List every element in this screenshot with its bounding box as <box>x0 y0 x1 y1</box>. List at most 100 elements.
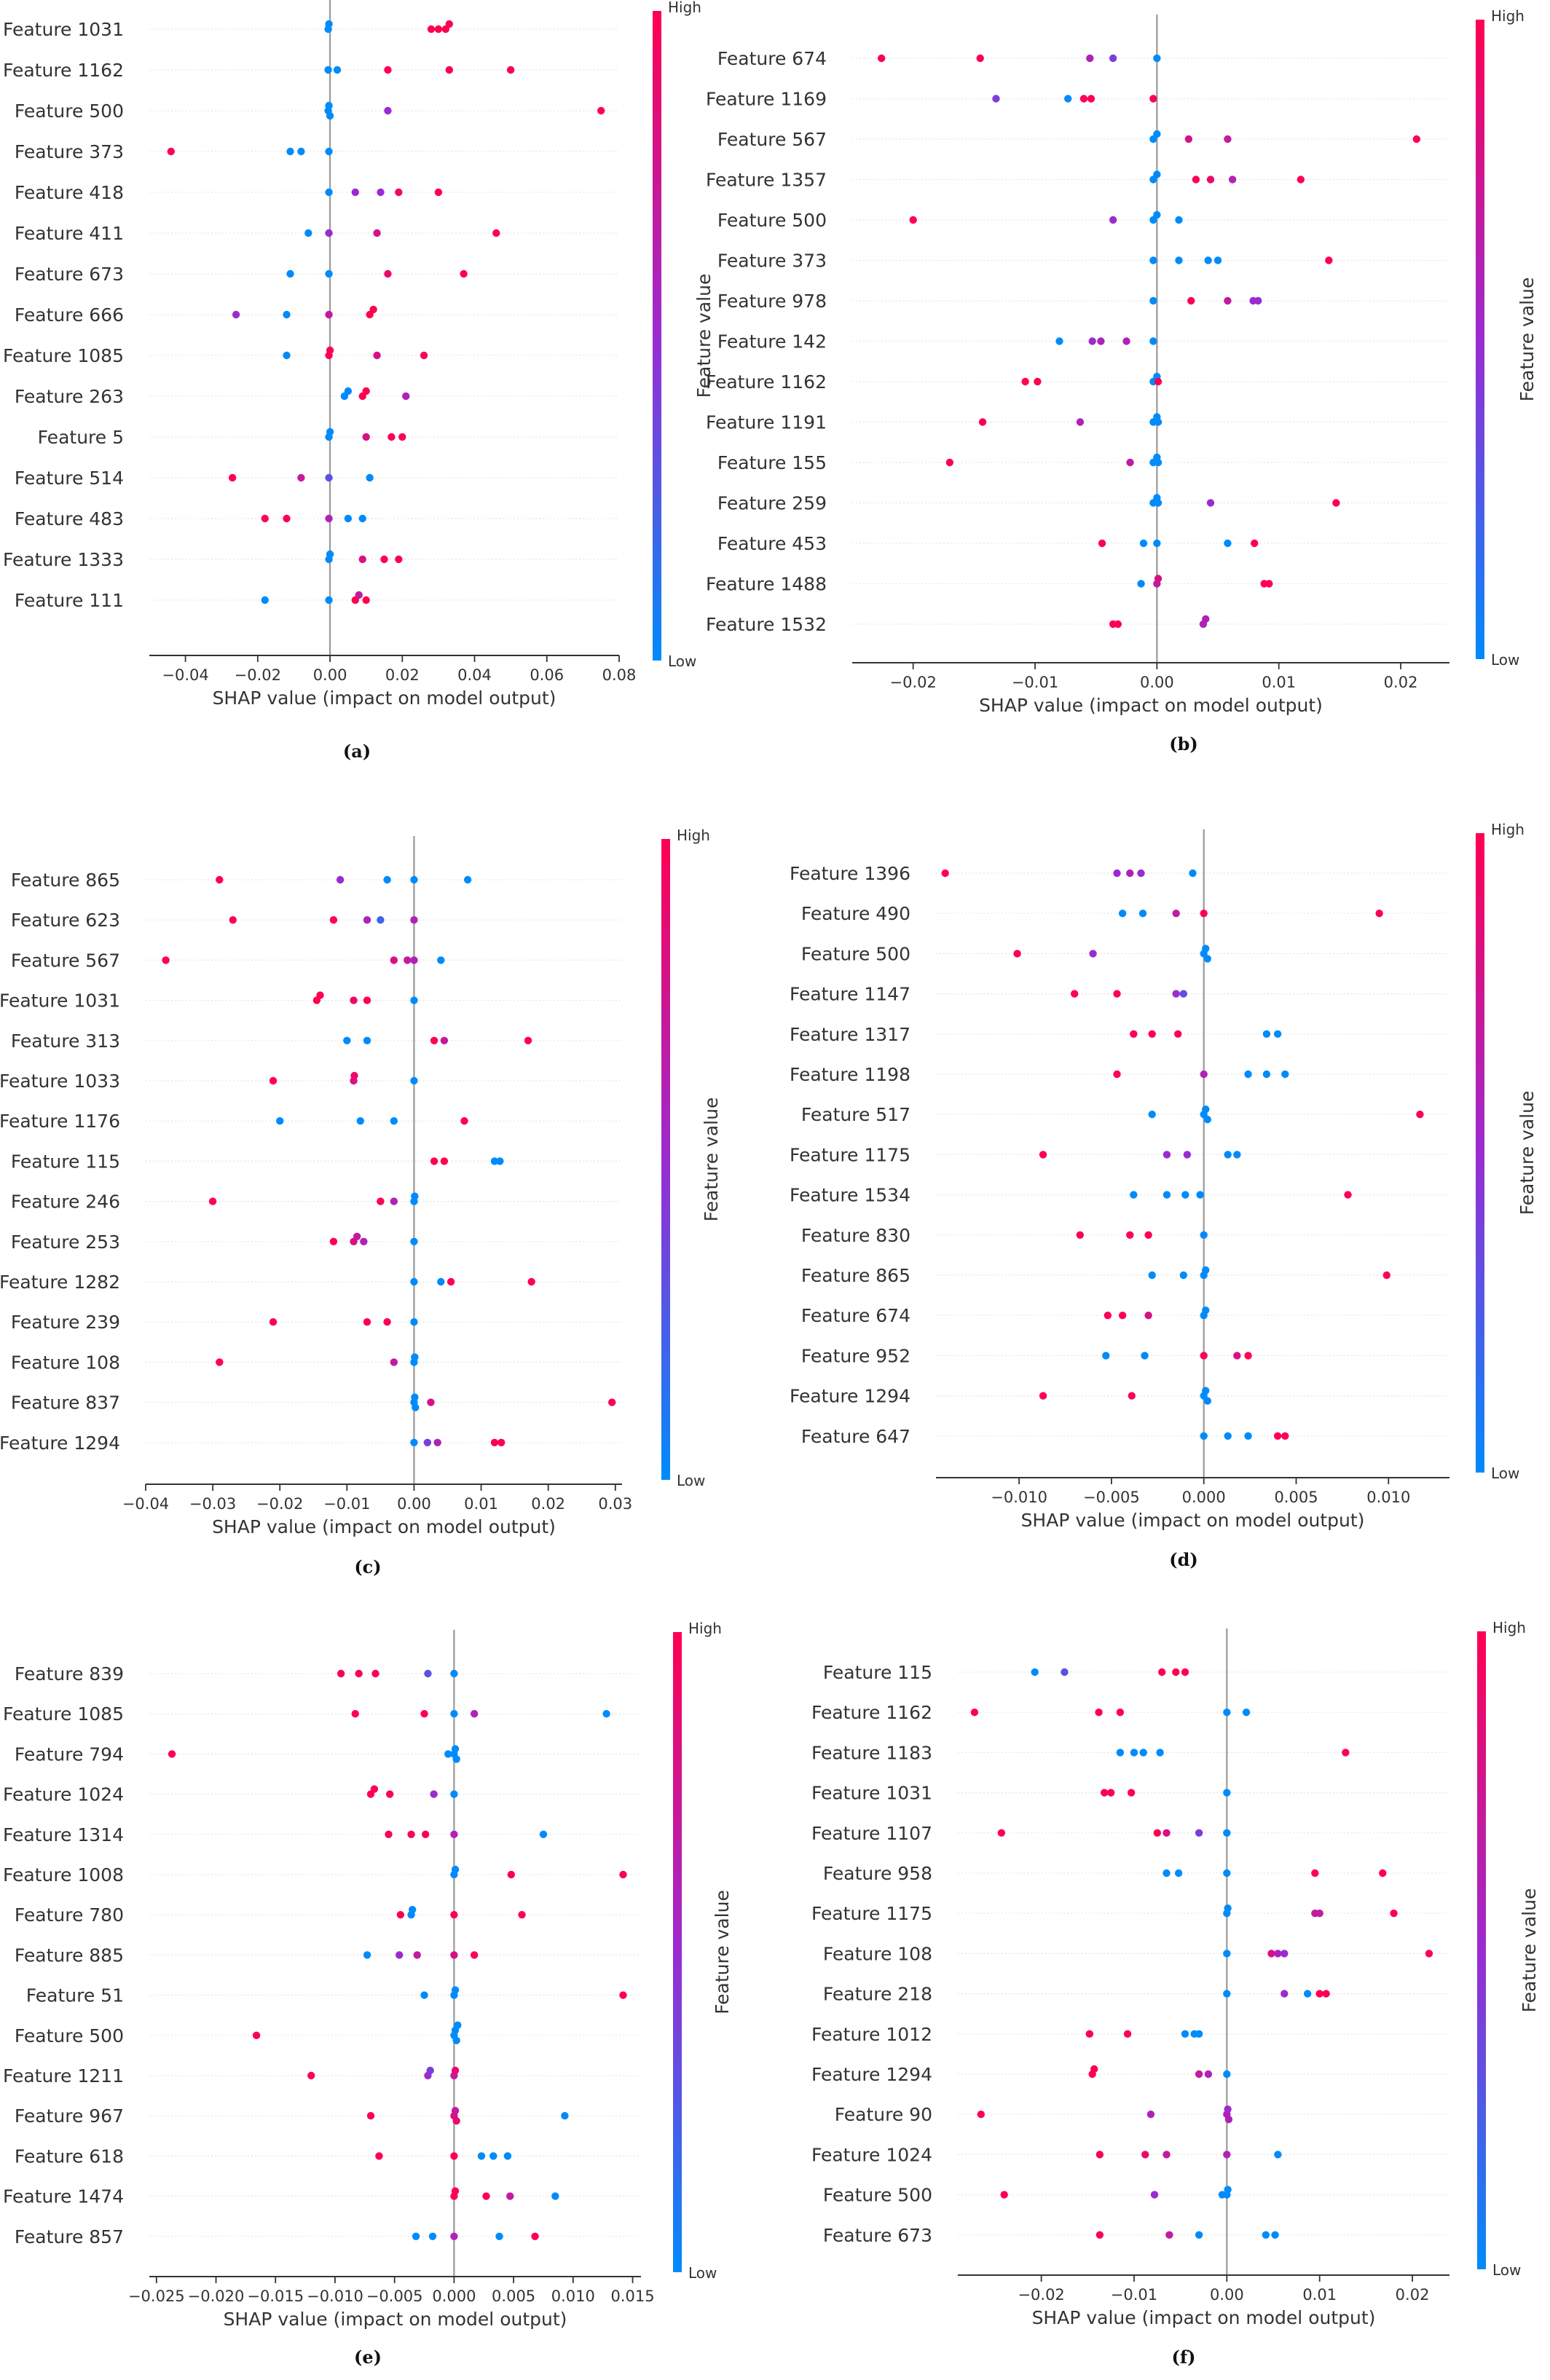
shap-point <box>1273 1030 1282 1039</box>
colorbar: High Low Feature value <box>653 0 715 670</box>
shap-point <box>1202 1387 1210 1395</box>
feature-label: Feature 418 <box>15 182 124 203</box>
shap-point <box>420 351 428 360</box>
shap-point <box>1162 1869 1171 1877</box>
x-axis-label: SHAP value (impact on model output) <box>212 1516 556 1537</box>
feature-label: Feature 500 <box>15 101 124 122</box>
colorbar-low-label: Low <box>677 1472 705 1489</box>
shap-point <box>350 996 358 1004</box>
shap-point <box>1179 990 1188 998</box>
shap-point <box>390 956 398 964</box>
feature-label: Feature 115 <box>823 1662 932 1683</box>
shap-point <box>1070 990 1079 998</box>
feature-label: Feature 373 <box>717 251 827 272</box>
colorbar-high-label: High <box>1491 7 1525 25</box>
shap-point <box>366 2112 375 2120</box>
x-tick-label: −0.01 <box>1111 2286 1157 2304</box>
shap-panel-3: Feature 865 Feature 623 Feature 567 Feature… <box>0 827 722 1577</box>
shap-point <box>1126 1231 1134 1240</box>
feature-label: Feature 1012 <box>811 2024 932 2045</box>
shap-point <box>336 875 345 884</box>
shap-point <box>390 1358 398 1366</box>
shap-point <box>358 514 366 523</box>
feature-label: Feature 1191 <box>706 412 827 433</box>
feature-label: Feature 1474 <box>3 2186 124 2207</box>
x-tick-label: 0.015 <box>610 2288 654 2305</box>
feature-label: Feature 673 <box>15 264 124 285</box>
shap-point <box>1153 170 1161 178</box>
feature-label: Feature 313 <box>11 1031 120 1052</box>
colorbar-gradient <box>1477 1631 1486 2269</box>
x-tick-label: 0.010 <box>1366 1489 1410 1506</box>
shap-point <box>1206 499 1215 507</box>
feature-label: Feature 1085 <box>3 1703 124 1725</box>
x-axis-label: SHAP value (impact on model output) <box>1021 1510 1365 1531</box>
shap-point <box>410 1277 418 1286</box>
shap-point <box>1095 1709 1103 1717</box>
shap-point <box>877 54 886 63</box>
shap-point <box>1192 176 1200 184</box>
shap-point <box>451 2107 460 2115</box>
shap-point <box>228 473 237 482</box>
panel-caption: (b) <box>1169 733 1198 754</box>
shap-point <box>1127 1789 1136 1797</box>
x-tick-label: 0.01 <box>1262 674 1296 691</box>
shap-point <box>450 1830 458 1838</box>
feature-label: Feature 1198 <box>790 1064 910 1085</box>
shap-point <box>445 20 454 28</box>
shap-point <box>344 514 353 523</box>
shap-point <box>366 473 374 482</box>
shap-point <box>375 2152 383 2160</box>
shap-point <box>1146 2111 1155 2119</box>
shap-point <box>411 1393 419 1401</box>
feature-label: Feature 108 <box>11 1352 120 1373</box>
shap-point <box>410 1076 418 1085</box>
shap-point <box>492 229 500 237</box>
shap-point <box>325 473 333 482</box>
x-tick-label: 0.02 <box>1396 2286 1430 2304</box>
shap-point <box>283 310 291 319</box>
feature-label: Feature 857 <box>15 2226 124 2247</box>
shap-point <box>410 916 418 924</box>
feature-label: Feature 111 <box>15 590 124 611</box>
shap-point <box>377 188 385 197</box>
feature-label: Feature 1031 <box>3 19 124 40</box>
shap-point <box>216 1358 224 1366</box>
shap-point <box>506 66 515 74</box>
colorbar: High Low Feature value <box>661 827 722 1489</box>
shap-point <box>1130 1749 1138 1757</box>
x-tick-label: −0.005 <box>1083 1489 1140 1506</box>
shap-point <box>370 1785 379 1793</box>
shap-point <box>495 2232 503 2240</box>
feature-label: Feature 1294 <box>811 2064 932 2085</box>
shap-point <box>329 1237 338 1246</box>
x-tick-label: 0.010 <box>551 2288 595 2305</box>
shap-point <box>355 591 363 599</box>
shap-point <box>1179 1271 1188 1280</box>
shap-point <box>329 916 338 924</box>
feature-label: Feature 567 <box>717 129 827 150</box>
colorbar-low-label: Low <box>1492 2261 1521 2279</box>
colorbar: High Low Feature value <box>673 1620 733 2282</box>
shap-point <box>1224 135 1232 143</box>
shap-point <box>1223 1990 1231 1998</box>
shap-point <box>506 2192 514 2200</box>
shap-point <box>1172 990 1180 998</box>
shap-point <box>1153 54 1161 63</box>
shap-point <box>1076 418 1085 426</box>
shap-point <box>976 54 984 63</box>
shap-point <box>411 1192 419 1200</box>
shap-point <box>325 514 333 523</box>
shap-point <box>385 1830 393 1838</box>
shap-point <box>1013 950 1021 958</box>
shap-point <box>1375 910 1383 918</box>
shap-point <box>1109 54 1117 63</box>
colorbar-gradient <box>653 11 661 661</box>
shap-point <box>1095 2231 1104 2239</box>
shap-point <box>421 1830 430 1838</box>
panel-caption: (d) <box>1169 1549 1198 1570</box>
x-tick-label: 0.000 <box>1182 1489 1226 1506</box>
shap-point <box>1055 337 1063 345</box>
x-tick-label: −0.02 <box>235 666 281 684</box>
shap-point <box>977 2111 986 2119</box>
